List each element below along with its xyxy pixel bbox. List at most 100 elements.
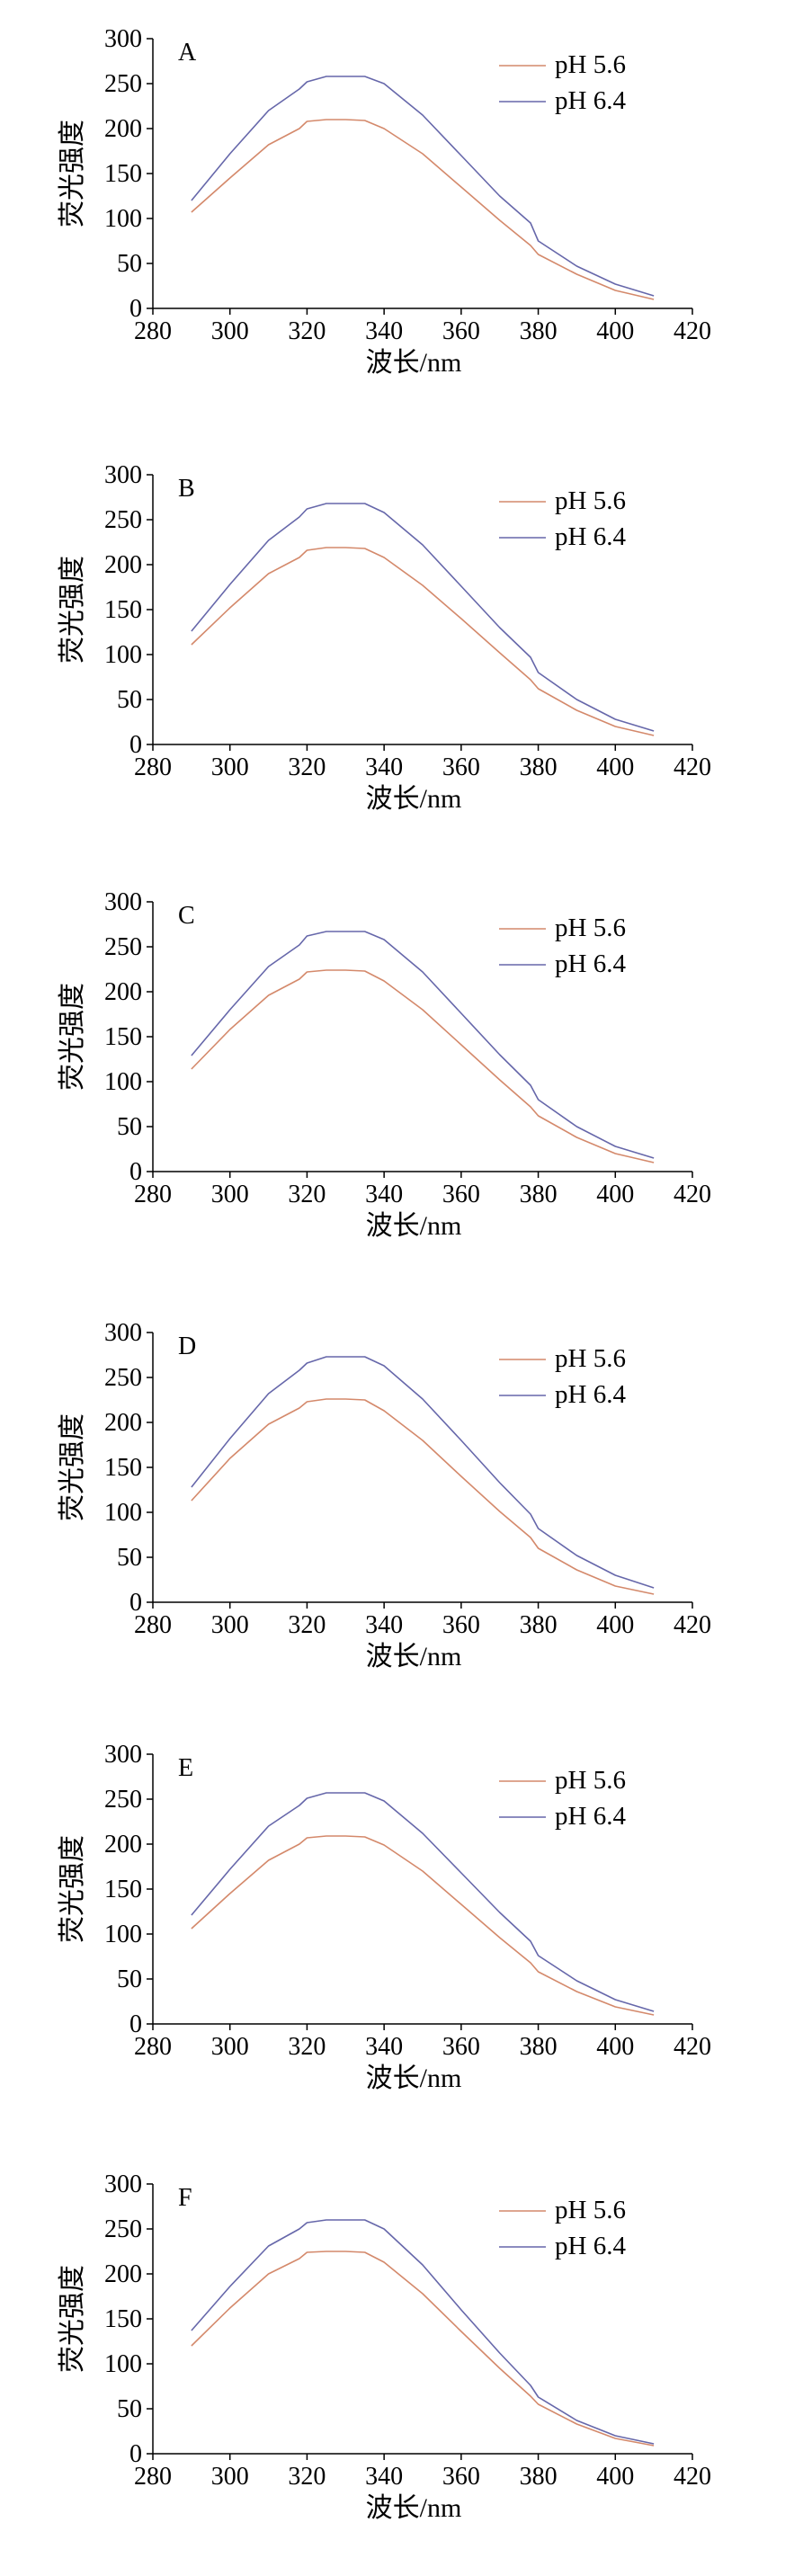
y-tick-label: 250 [104, 506, 142, 534]
x-tick-label: 280 [134, 317, 172, 345]
y-axis-title: 荧光强度 [58, 1835, 87, 1943]
x-tick-label: 360 [442, 1611, 480, 1639]
series-line-ph-5-6 [191, 1835, 655, 2016]
series-line-ph-6-4 [191, 1792, 655, 2012]
series-line-ph-6-4 [191, 2219, 655, 2445]
legend-label: pH 6.4 [555, 86, 626, 115]
y-axis-title: 荧光强度 [58, 983, 87, 1091]
y-tick-label: 300 [104, 888, 142, 916]
y-tick-label: 200 [104, 1409, 142, 1437]
y-tick-label: 0 [129, 731, 142, 759]
x-tick-label: 420 [674, 1181, 711, 1208]
x-axis-title: 波长/nm [366, 1211, 462, 1241]
x-tick-label: 360 [442, 2463, 480, 2491]
x-tick-label: 300 [211, 1181, 249, 1208]
y-tick-label: 150 [104, 1876, 142, 1903]
x-tick-label: 340 [365, 1181, 403, 1208]
legend-label: pH 5.6 [555, 1344, 626, 1373]
y-axis-title: 荧光强度 [58, 556, 87, 664]
y-tick-label: 250 [104, 933, 142, 961]
x-tick-label: 380 [520, 317, 558, 345]
x-tick-label: 320 [288, 2033, 326, 2061]
x-tick-label: 320 [288, 1181, 326, 1208]
y-tick-label: 300 [104, 25, 142, 53]
legend-label: pH 5.6 [555, 914, 626, 942]
legend-label: pH 5.6 [555, 2196, 626, 2224]
x-tick-label: 420 [674, 753, 711, 781]
y-axis-title: 荧光强度 [58, 1413, 87, 1521]
y-tick-label: 200 [104, 551, 142, 579]
x-tick-label: 400 [596, 753, 634, 781]
y-tick-label: 0 [129, 1158, 142, 1186]
legend-label: pH 6.4 [555, 1380, 626, 1409]
x-tick-label: 360 [442, 317, 480, 345]
x-tick-label: 360 [442, 2033, 480, 2061]
legend-label: pH 5.6 [555, 1766, 626, 1795]
x-axis-title: 波长/nm [366, 2063, 462, 2093]
y-tick-label: 250 [104, 2215, 142, 2243]
x-tick-label: 400 [596, 2463, 634, 2491]
y-tick-label: 50 [117, 1965, 142, 1993]
legend-label: pH 5.6 [555, 486, 626, 515]
x-tick-label: 420 [674, 1611, 711, 1639]
y-tick-label: 300 [104, 1319, 142, 1347]
x-tick-label: 380 [520, 2463, 558, 2491]
legend-label: pH 5.6 [555, 50, 626, 79]
x-tick-label: 380 [520, 1181, 558, 1208]
y-tick-label: 0 [129, 295, 142, 323]
x-tick-label: 280 [134, 2033, 172, 2061]
series-line-ph-6-4 [191, 931, 655, 1159]
x-tick-label: 400 [596, 317, 634, 345]
chart-panel-d: 280 300 320 340 360 380 400 420 0 50 100 150 200 250 3… [58, 1319, 711, 1671]
x-tick-label: 420 [674, 317, 711, 345]
x-tick-label: 380 [520, 2033, 558, 2061]
y-tick-label: 0 [129, 2440, 142, 2468]
y-tick-label: 150 [104, 160, 142, 188]
x-tick-label: 300 [211, 1611, 249, 1639]
x-tick-label: 420 [674, 2463, 711, 2491]
series-line-ph-5-6 [191, 547, 655, 736]
y-tick-label: 100 [104, 2350, 142, 2378]
x-tick-label: 340 [365, 317, 403, 345]
y-tick-label: 150 [104, 1454, 142, 1482]
x-tick-label: 320 [288, 317, 326, 345]
y-tick-label: 50 [117, 2395, 142, 2423]
legend-label: pH 6.4 [555, 2232, 626, 2260]
y-tick-label: 100 [104, 205, 142, 233]
x-tick-label: 280 [134, 1181, 172, 1208]
x-tick-label: 300 [211, 2033, 249, 2061]
y-tick-label: 100 [104, 1068, 142, 1096]
y-tick-label: 50 [117, 1544, 142, 1572]
y-axis-title: 荧光强度 [58, 2265, 87, 2373]
y-tick-label: 150 [104, 1023, 142, 1051]
series-line-ph-5-6 [191, 2251, 655, 2447]
y-tick-label: 250 [104, 1364, 142, 1392]
panel-label: C [178, 902, 195, 930]
series-line-ph-6-4 [191, 503, 655, 732]
panel-label: E [178, 1754, 193, 1782]
series-line-ph-5-6 [191, 1398, 655, 1595]
x-tick-label: 420 [674, 2033, 711, 2061]
x-tick-label: 380 [520, 753, 558, 781]
y-tick-label: 200 [104, 2260, 142, 2288]
series-line-ph-5-6 [191, 119, 655, 300]
x-tick-label: 300 [211, 2463, 249, 2491]
x-tick-label: 340 [365, 2463, 403, 2491]
legend-label: pH 6.4 [555, 1802, 626, 1831]
y-tick-label: 150 [104, 596, 142, 624]
x-axis-title: 波长/nm [366, 2493, 462, 2523]
x-tick-label: 400 [596, 1181, 634, 1208]
y-tick-label: 50 [117, 686, 142, 714]
y-tick-label: 200 [104, 978, 142, 1006]
x-tick-label: 300 [211, 317, 249, 345]
chart-panel-c: 280 300 320 340 360 380 400 420 0 50 100 150 200 250 3… [58, 888, 711, 1241]
y-tick-label: 300 [104, 2170, 142, 2198]
x-tick-label: 280 [134, 753, 172, 781]
chart-panel-b: 280 300 320 340 360 380 400 420 0 50 100 150 200 250 3… [58, 461, 711, 814]
x-axis-title: 波长/nm [366, 784, 462, 814]
y-tick-label: 50 [117, 1113, 142, 1141]
x-tick-label: 340 [365, 1611, 403, 1639]
panel-label: A [178, 39, 197, 67]
y-tick-label: 100 [104, 641, 142, 669]
